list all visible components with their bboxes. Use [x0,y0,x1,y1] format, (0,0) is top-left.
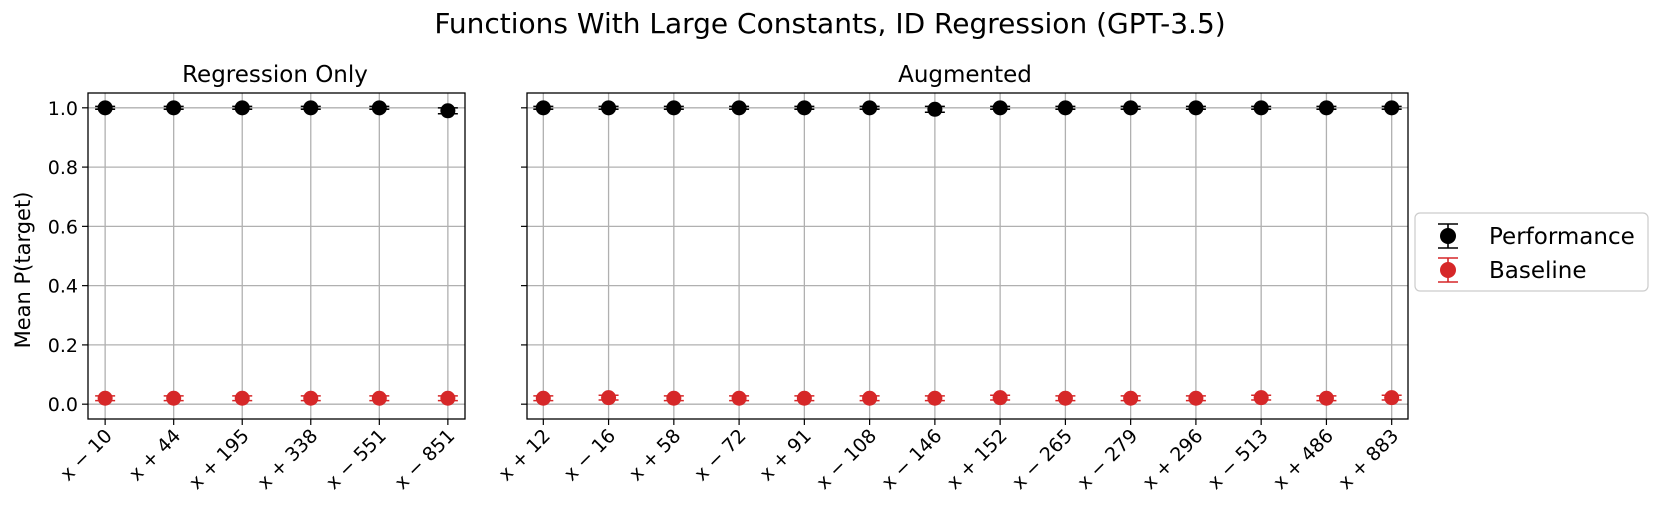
x-tick-label-x-16: x − 16 [560,425,620,485]
series-performance [95,100,458,119]
point-performance-x-195 [234,100,250,116]
x-tick-label-x-146: x − 146 [877,425,946,494]
point-performance-x-265 [1057,100,1073,116]
point-baseline-x-265 [1057,390,1073,406]
y-tick-label: 0.2 [48,335,78,357]
y-axis-label: Mean P(target) [11,192,35,349]
legend-marker-baseline [1438,257,1458,283]
x-tick-label-x-513: x − 513 [1204,425,1273,494]
legend: Performance Baseline [1414,212,1649,292]
x-tick-label-x-551: x − 551 [322,425,391,494]
y-tick-label: 0.4 [48,276,78,298]
x-tick-label-x-195: x + 195 [185,425,254,494]
series-baseline [533,390,1402,406]
plot-frame [87,92,466,420]
point-performance-x-108 [862,100,878,116]
series-performance [533,100,1402,117]
legend-label-baseline: Baseline [1489,258,1587,284]
point-baseline-x-10 [97,390,113,406]
legend-frame [1414,212,1649,292]
point-performance-x-883 [1384,100,1400,116]
x-tick-label-x-883: x + 883 [1334,425,1403,494]
point-performance-x-851 [440,103,456,119]
legend-label-performance: Performance [1489,224,1635,250]
panel-regression-only: Regression Only 0.0 0.2 0.4 0.6 0.8 1.0 x − 10… [48,62,466,494]
point-baseline-x-296 [1188,390,1204,406]
panel-augmented: Augmented x + 12 x − 16 x + 58 x − 72 x + 91… [494,62,1409,494]
x-tick-label-x-851: x − 851 [390,425,459,494]
point-performance-x-10 [97,100,113,116]
x-tick-label-x-10: x − 10 [56,425,116,485]
point-baseline-x-338 [303,390,319,406]
point-baseline-x-12 [535,390,551,406]
point-performance-x-16 [601,100,617,116]
chart-title: Functions With Large Constants, ID Regre… [434,7,1225,40]
point-baseline-x-279 [1123,390,1139,406]
legend-marker-performance [1438,223,1458,249]
x-tick-label-x-296: x + 296 [1138,425,1207,494]
x-tick-label-x-12: x + 12 [494,425,554,485]
y-tick-label: 0.8 [48,157,78,179]
point-baseline-x-851 [440,390,456,406]
point-baseline-x-513 [1253,390,1269,406]
point-performance-x-513 [1253,100,1269,116]
series-baseline [95,390,458,406]
plot-frame [526,92,1409,420]
point-baseline-x-551 [371,390,387,406]
point-baseline-x-195 [234,390,250,406]
point-baseline-x-883 [1384,390,1400,406]
panel-title-regression-only: Regression Only [182,62,368,88]
point-baseline-x-16 [601,390,617,406]
point-performance-x-44 [166,100,182,116]
point-baseline-x-486 [1318,390,1334,406]
x-tick-label-x-44: x + 44 [125,425,185,485]
x-tick-label-x-338: x + 338 [253,425,322,494]
panel-title-augmented: Augmented [898,62,1032,88]
point-baseline-x-44 [166,390,182,406]
point-baseline-x-91 [796,390,812,406]
point-baseline-x-108 [862,390,878,406]
point-performance-x-338 [303,100,319,116]
point-performance-x-296 [1188,100,1204,116]
point-baseline-x-146 [927,390,943,406]
x-tick-label-x-91: x + 91 [755,425,815,485]
y-tick-label: 0.0 [48,394,78,416]
x-tick-label-x-265: x − 265 [1008,425,1077,494]
point-performance-x-551 [371,100,387,116]
point-performance-x-58 [666,100,682,116]
point-performance-x-152 [992,100,1008,116]
x-tick-label-x-72: x − 72 [690,425,750,485]
point-baseline-x-152 [992,390,1008,406]
x-tick-label-x-108: x − 108 [812,425,881,494]
x-tick-label-x-152: x + 152 [943,425,1012,494]
point-performance-x-72 [731,100,747,116]
x-tick-label-x-486: x + 486 [1269,425,1338,494]
point-performance-x-91 [796,100,812,116]
point-baseline-x-72 [731,390,747,406]
x-tick-label-x-279: x − 279 [1073,425,1142,494]
point-performance-x-146 [927,101,943,117]
point-performance-x-12 [535,100,551,116]
x-tick-label-x-58: x + 58 [625,425,685,485]
grid-lines [88,93,465,419]
y-tick-label: 0.6 [48,216,78,238]
point-performance-x-279 [1123,100,1139,116]
y-tick-label: 1.0 [48,98,78,120]
grid-lines [527,93,1408,419]
point-performance-x-486 [1318,100,1334,116]
point-baseline-x-58 [666,390,682,406]
